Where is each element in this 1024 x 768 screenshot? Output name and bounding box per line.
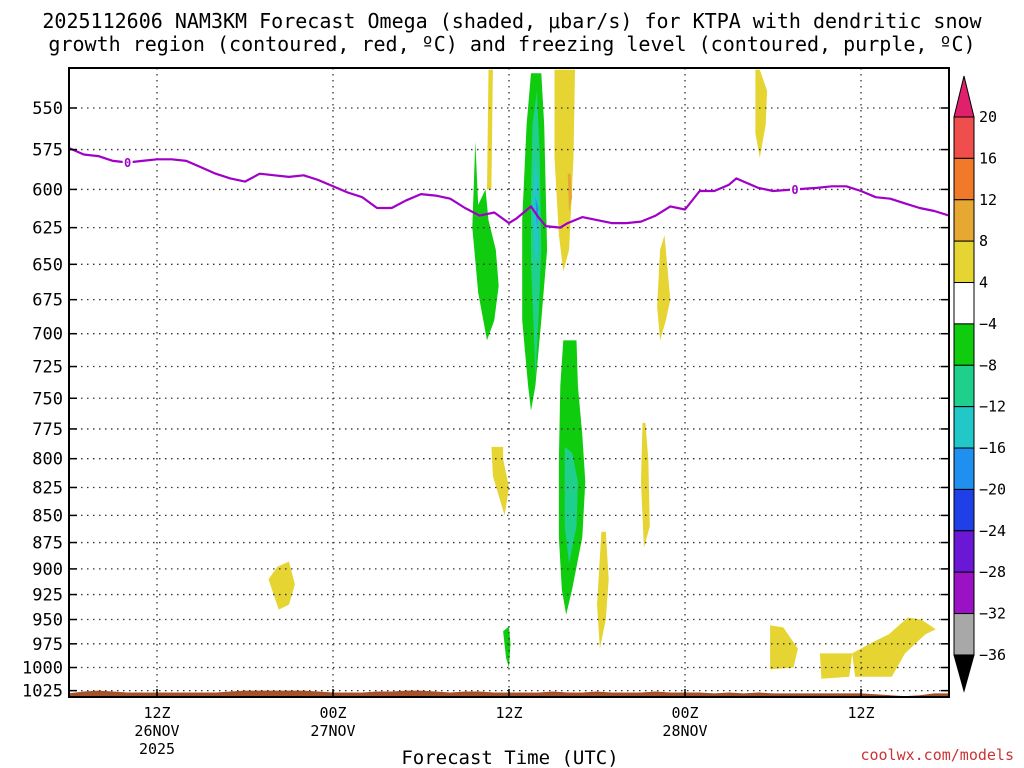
y-tick-label-650: 650 bbox=[32, 255, 63, 275]
colorbar-label-7: −12 bbox=[979, 398, 1006, 416]
colorbar-swatch-4 bbox=[953, 282, 975, 325]
y-tick-label-900: 900 bbox=[32, 560, 63, 580]
plot-frame bbox=[68, 67, 950, 698]
colorbar-label-9: −20 bbox=[979, 480, 1006, 498]
y-tick-label-550: 550 bbox=[32, 99, 63, 119]
colorbar-swatch-3 bbox=[953, 240, 975, 284]
colorbar-swatch-9 bbox=[953, 488, 975, 532]
colorbar-label-4: 4 bbox=[979, 274, 988, 292]
y-tick-label-825: 825 bbox=[32, 478, 63, 498]
x-tick-label-4: 12Z bbox=[847, 704, 874, 722]
omega-shading-layer bbox=[268, 69, 936, 679]
omega-region-4 bbox=[535, 197, 539, 228]
colorbar-swatch-1 bbox=[953, 157, 975, 201]
y-tick-label-800: 800 bbox=[32, 450, 63, 470]
y-tick-label-750: 750 bbox=[32, 389, 63, 409]
y-tick-label-850: 850 bbox=[32, 506, 63, 526]
omega-region-8 bbox=[487, 69, 493, 190]
freezing-level-label-0: 0 bbox=[124, 156, 131, 170]
colorbar-swatch-11 bbox=[953, 571, 975, 615]
gridlines bbox=[69, 68, 949, 697]
x-tick-date-3: 28NOV bbox=[662, 722, 707, 740]
colorbar-swatch-10 bbox=[953, 530, 975, 573]
colorbar-label-10: −24 bbox=[979, 522, 1006, 540]
colorbar-label-11: −28 bbox=[979, 563, 1006, 581]
credit-text: coolwx.com/models bbox=[860, 746, 1014, 764]
x-tick-label-0: 12Z bbox=[143, 704, 170, 722]
y-tick-label-975: 975 bbox=[32, 635, 63, 655]
freezing-label-bg-0 bbox=[122, 155, 133, 169]
colorbar: 20 16 12 8 4 −4 −8 −12 −16 −20 −24 −28 −32 −36 bbox=[953, 75, 1006, 693]
y-tick-label-925: 925 bbox=[32, 586, 63, 606]
x-tick-label-1: 00Z bbox=[319, 704, 346, 722]
y-tick-label-675: 675 bbox=[32, 291, 63, 311]
freezing-level-layer: 00 bbox=[68, 146, 950, 229]
freezing-level-label-1: 0 bbox=[791, 183, 798, 197]
omega-region-15 bbox=[597, 531, 609, 649]
freezing-level-line bbox=[68, 146, 950, 229]
colorbar-label-2: 12 bbox=[979, 191, 997, 209]
omega-region-16 bbox=[268, 561, 295, 610]
colorbar-swatch-5 bbox=[953, 323, 975, 366]
x-tick-date-1: 27NOV bbox=[310, 722, 355, 740]
chart-title-line1: 2025112606 NAM3KM Forecast Omega (shaded… bbox=[42, 9, 982, 33]
y-tick-label-625: 625 bbox=[32, 219, 63, 239]
omega-region-19 bbox=[852, 617, 936, 677]
chart-title-line2: growth region (contoured, red, ºC) and f… bbox=[48, 32, 975, 56]
y-tick-label-775: 775 bbox=[32, 420, 63, 440]
omega-region-14 bbox=[641, 422, 650, 548]
colorbar-top-triangle bbox=[953, 75, 975, 118]
x-tick-label-3: 00Z bbox=[671, 704, 698, 722]
omega-region-18 bbox=[819, 653, 853, 679]
colorbar-swatch-7 bbox=[953, 406, 975, 449]
omega-region-9 bbox=[554, 69, 575, 272]
freezing-label-bg-1 bbox=[790, 182, 800, 196]
omega-region-11 bbox=[755, 69, 768, 158]
omega-region-6 bbox=[564, 446, 578, 564]
colorbar-swatch-0 bbox=[953, 116, 975, 159]
y-axis: 550 575 600 625 650 675 700 725 750 775 800 825 850 8… bbox=[22, 99, 949, 702]
colorbar-label-12: −32 bbox=[979, 605, 1006, 623]
y-tick-label-725: 725 bbox=[32, 358, 63, 378]
y-tick-label-1000: 1000 bbox=[22, 659, 63, 679]
y-tick-label-875: 875 bbox=[32, 534, 63, 554]
x-tick-label-2: 12Z bbox=[495, 704, 522, 722]
colorbar-label-3: 8 bbox=[979, 232, 988, 250]
colorbar-label-1: 16 bbox=[979, 149, 997, 167]
omega-region-10 bbox=[567, 173, 573, 213]
colorbar-label-6: −8 bbox=[979, 356, 997, 374]
x-axis-label: Forecast Time (UTC) bbox=[401, 747, 618, 768]
y-tick-label-1025: 1025 bbox=[22, 682, 63, 702]
y-tick-label-600: 600 bbox=[32, 180, 63, 200]
omega-region-13 bbox=[491, 446, 509, 516]
colorbar-label-13: −36 bbox=[979, 646, 1006, 664]
y-tick-label-575: 575 bbox=[32, 141, 63, 161]
x-tick-date-0: 26NOV bbox=[134, 722, 179, 740]
colorbar-label-0: 20 bbox=[979, 108, 997, 126]
omega-region-12 bbox=[657, 235, 671, 341]
colorbar-bottom-triangle bbox=[953, 654, 975, 693]
omega-region-17 bbox=[770, 625, 798, 670]
colorbar-swatch-8 bbox=[953, 447, 975, 490]
omega-region-0 bbox=[472, 141, 499, 341]
y-tick-label-700: 700 bbox=[32, 325, 63, 345]
colorbar-swatch-2 bbox=[953, 199, 975, 242]
y-tick-label-950: 950 bbox=[32, 611, 63, 631]
colorbar-swatch-6 bbox=[953, 364, 975, 408]
colorbar-swatch-12 bbox=[953, 613, 975, 656]
colorbar-label-5: −4 bbox=[979, 315, 997, 333]
colorbar-label-8: −16 bbox=[979, 439, 1006, 457]
x-tick-year-0: 2025 bbox=[139, 740, 175, 758]
